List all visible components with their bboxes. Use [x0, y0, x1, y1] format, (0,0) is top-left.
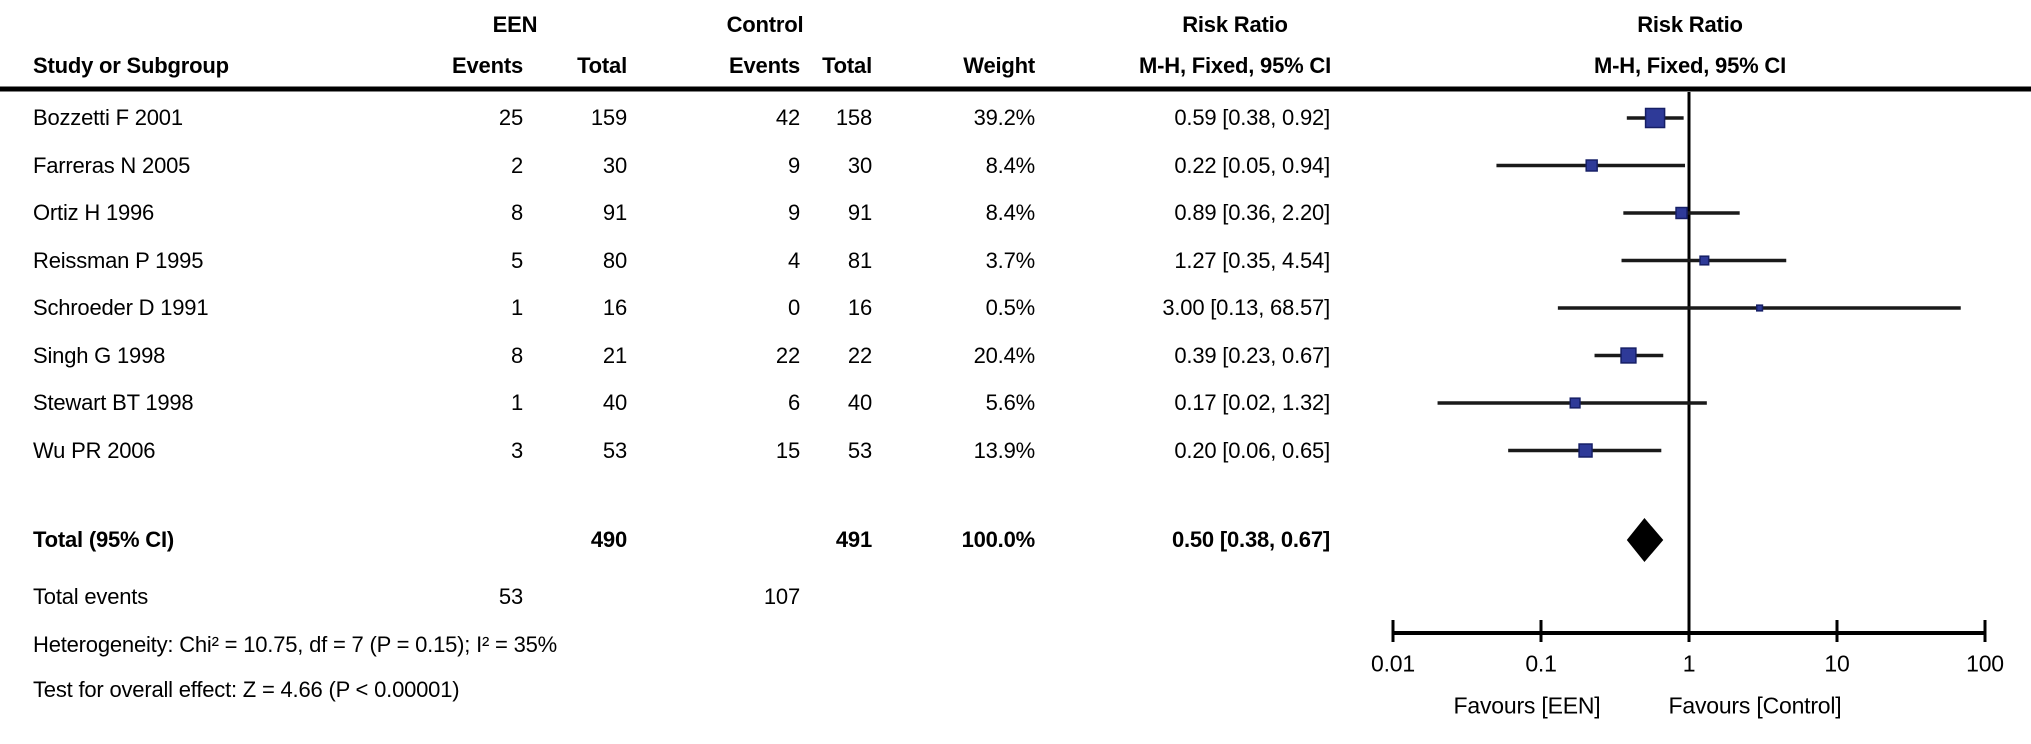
plot-header-mh-fixed-ci: M-H, Fixed, 95% CI: [1594, 53, 1786, 78]
col-header-study: Study or Subgroup: [33, 53, 229, 78]
een-total-value: 16: [602, 295, 627, 320]
risk-ratio-ci-value: 3.00 [0.13, 68.57]: [1162, 295, 1330, 320]
een-total-value: 21: [602, 342, 627, 368]
weight-value: 13.9%: [973, 437, 1036, 463]
effect-square: [1569, 397, 1581, 409]
een-events-value: 1: [510, 390, 523, 415]
control-total-value: 158: [835, 105, 872, 130]
overall-effect-stat: Test for overall effect: Z = 4.66 (P < 0…: [33, 677, 460, 702]
effect-square: [1675, 206, 1688, 220]
control-events-value: 9: [787, 152, 800, 178]
control-total-value: 22: [847, 342, 872, 368]
een-events-value: 8: [510, 200, 523, 225]
effect-square: [1585, 159, 1598, 172]
een-total-value: 40: [602, 390, 627, 415]
total-een-total: 490: [590, 527, 627, 552]
een-total-value: 80: [602, 247, 627, 273]
study-name: Wu PR 2006: [33, 437, 156, 463]
control-total-value: 81: [847, 247, 872, 273]
study-name: Singh G 1998: [33, 342, 166, 368]
total-events-control-value: 107: [763, 584, 800, 609]
study-name: Stewart BT 1998: [33, 390, 194, 415]
col-header-mh-fixed-ci: M-H, Fixed, 95% CI: [1139, 53, 1331, 78]
control-events-value: 0: [787, 295, 800, 320]
effect-square: [1699, 255, 1710, 266]
control-total-value: 91: [847, 200, 872, 225]
col-header-control-total: Total: [822, 53, 872, 78]
total-events-label: Total events: [33, 584, 149, 609]
een-events-value: 1: [510, 295, 523, 320]
een-events-value: 3: [510, 437, 523, 463]
weight-value: 0.5%: [985, 295, 1036, 320]
total-risk-ratio-ci: 0.50 [0.38, 0.67]: [1171, 527, 1330, 552]
control-total-value: 40: [847, 390, 872, 415]
study-name: Reissman P 1995: [33, 247, 204, 273]
control-events-value: 15: [775, 437, 800, 463]
col-header-weight: Weight: [963, 53, 1035, 78]
een-events-value: 25: [498, 105, 523, 130]
een-total-value: 53: [602, 437, 627, 463]
study-name: Bozzetti F 2001: [33, 105, 183, 130]
control-events-value: 6: [787, 390, 800, 415]
risk-ratio-ci-value: 0.22 [0.05, 0.94]: [1174, 152, 1330, 178]
col-header-een-events: Events: [452, 53, 523, 78]
col-group-header-een: EEN: [492, 12, 538, 37]
col-header-control-events: Events: [729, 53, 800, 78]
risk-ratio-ci-value: 0.20 [0.06, 0.65]: [1174, 437, 1330, 463]
een-total-value: 91: [602, 200, 627, 225]
control-total-value: 16: [847, 295, 872, 320]
col-header-een-total: Total: [577, 53, 627, 78]
risk-ratio-ci-value: 1.27 [0.35, 4.54]: [1174, 247, 1330, 273]
total-control-total: 491: [835, 527, 872, 552]
total-row-label: Total (95% CI): [33, 527, 175, 552]
weight-value: 20.4%: [973, 342, 1036, 368]
total-weight: 100.0%: [961, 527, 1036, 552]
col-group-header-risk-ratio: Risk Ratio: [1182, 12, 1288, 37]
pooled-diamond: [1626, 518, 1664, 562]
weight-value: 3.7%: [985, 247, 1036, 273]
een-events-value: 2: [510, 152, 523, 178]
effect-square: [1578, 443, 1593, 458]
axis-tick-label: 0.01: [1371, 650, 1415, 677]
control-events-value: 9: [787, 200, 800, 225]
study-name: Ortiz H 1996: [33, 200, 155, 225]
weight-value: 8.4%: [985, 152, 1036, 178]
een-total-value: 159: [590, 105, 627, 130]
axis-tick-label: 10: [1824, 650, 1850, 677]
risk-ratio-ci-value: 0.89 [0.36, 2.20]: [1174, 200, 1330, 225]
favours-right-label: Favours [Control]: [1668, 692, 1842, 719]
study-name: Farreras N 2005: [33, 152, 191, 178]
weight-value: 5.6%: [985, 390, 1036, 415]
weight-value: 8.4%: [985, 200, 1036, 225]
een-events-value: 5: [510, 247, 523, 273]
effect-square: [1644, 107, 1666, 129]
control-total-value: 53: [847, 437, 872, 463]
control-events-value: 22: [775, 342, 800, 368]
weight-value: 39.2%: [973, 105, 1036, 130]
axis-tick-label: 0.1: [1525, 650, 1557, 677]
een-events-value: 8: [510, 342, 523, 368]
een-total-value: 30: [602, 152, 627, 178]
plot-header-risk-ratio: Risk Ratio: [1637, 12, 1743, 37]
control-events-value: 4: [787, 247, 800, 273]
control-total-value: 30: [847, 152, 872, 178]
risk-ratio-ci-value: 0.59 [0.38, 0.92]: [1174, 105, 1330, 130]
favours-left-label: Favours [EEN]: [1453, 692, 1601, 719]
effect-square: [1620, 347, 1637, 364]
control-events-value: 42: [775, 105, 800, 130]
total-events-een-value: 53: [498, 584, 523, 609]
axis-tick-label: 1: [1682, 650, 1696, 677]
risk-ratio-ci-value: 0.39 [0.23, 0.67]: [1174, 342, 1330, 368]
risk-ratio-ci-value: 0.17 [0.02, 1.32]: [1174, 390, 1330, 415]
study-name: Schroeder D 1991: [33, 295, 209, 320]
col-group-header-control: Control: [726, 12, 804, 37]
axis-tick-label: 100: [1966, 650, 2004, 677]
heterogeneity-stat: Heterogeneity: Chi² = 10.75, df = 7 (P =…: [33, 632, 558, 657]
effect-square: [1756, 304, 1764, 312]
